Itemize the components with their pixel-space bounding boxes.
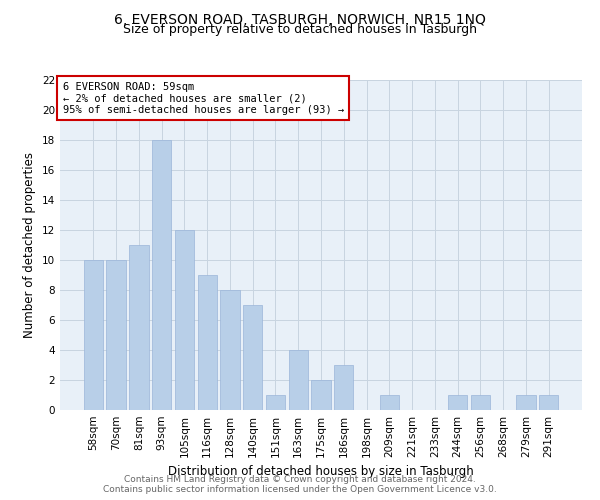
Bar [197, 275, 217, 410]
Bar [175, 230, 194, 410]
Bar [243, 305, 262, 410]
Text: Contains HM Land Registry data © Crown copyright and database right 2024.
Contai: Contains HM Land Registry data © Crown c… [103, 474, 497, 494]
Bar [220, 290, 239, 410]
Bar [334, 365, 353, 410]
Bar [129, 245, 149, 410]
Bar [152, 140, 172, 410]
Text: Size of property relative to detached houses in Tasburgh: Size of property relative to detached ho… [123, 22, 477, 36]
Bar [539, 395, 558, 410]
Bar [470, 395, 490, 410]
Bar [266, 395, 285, 410]
Text: 6, EVERSON ROAD, TASBURGH, NORWICH, NR15 1NQ: 6, EVERSON ROAD, TASBURGH, NORWICH, NR15… [114, 12, 486, 26]
X-axis label: Distribution of detached houses by size in Tasburgh: Distribution of detached houses by size … [168, 466, 474, 478]
Bar [84, 260, 103, 410]
Text: 6 EVERSON ROAD: 59sqm
← 2% of detached houses are smaller (2)
95% of semi-detach: 6 EVERSON ROAD: 59sqm ← 2% of detached h… [62, 82, 344, 115]
Bar [311, 380, 331, 410]
Bar [289, 350, 308, 410]
Bar [516, 395, 536, 410]
Bar [106, 260, 126, 410]
Bar [380, 395, 399, 410]
Y-axis label: Number of detached properties: Number of detached properties [23, 152, 37, 338]
Bar [448, 395, 467, 410]
